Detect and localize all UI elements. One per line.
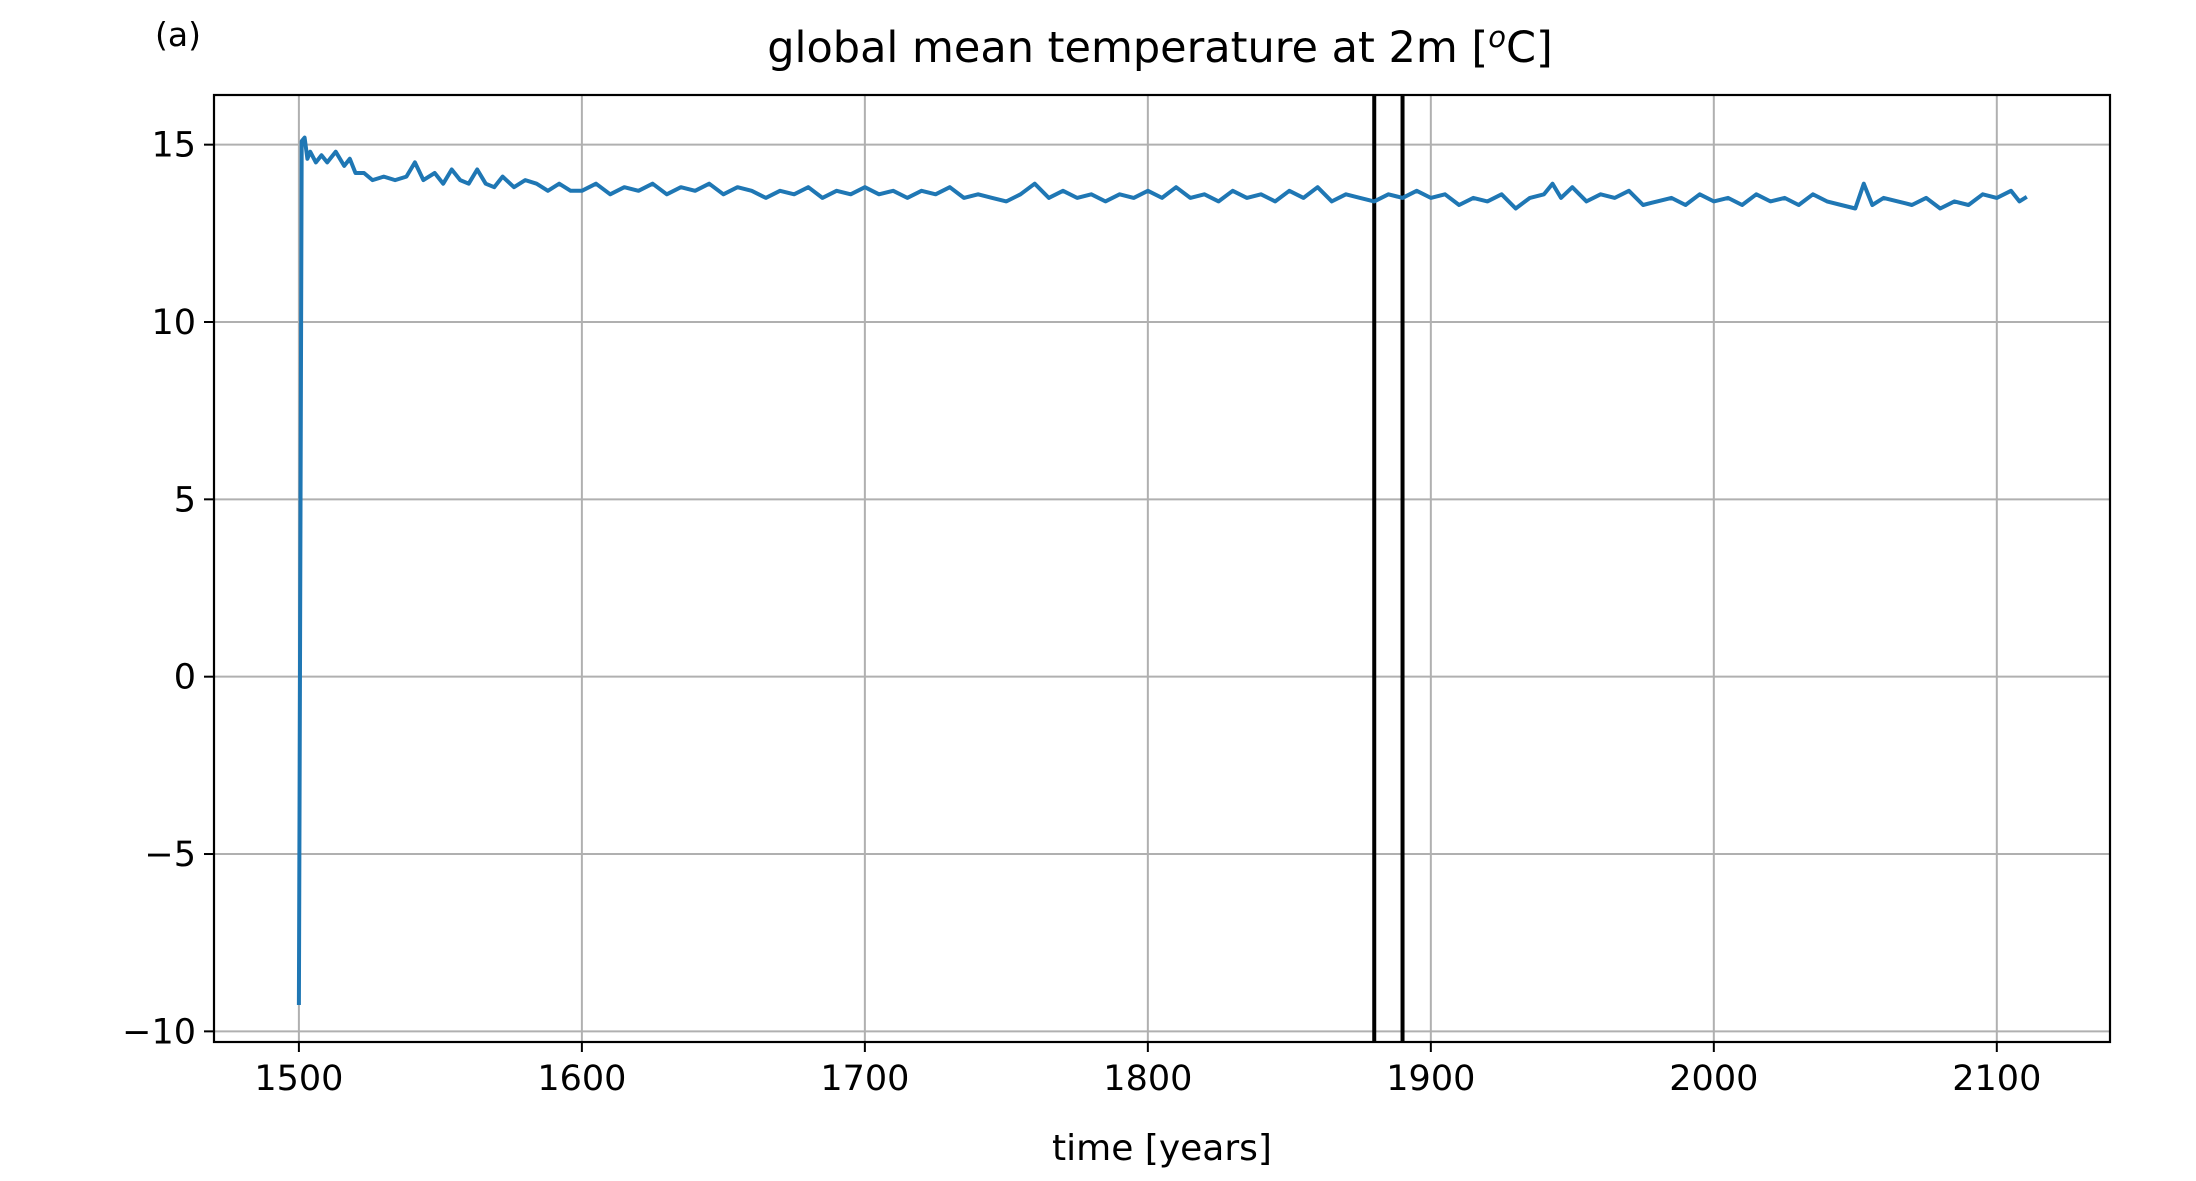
x-tick-label: 1900 [1386, 1059, 1475, 1099]
y-axis-ticks: −10 −5 0 5 10 15 [122, 126, 214, 1052]
x-tick-label: 2000 [1669, 1059, 1758, 1099]
panel-label: (a) [155, 15, 201, 54]
x-tick-label: 2100 [1952, 1059, 2041, 1099]
x-tick-label: 1700 [820, 1059, 909, 1099]
reference-lines [1372, 95, 1405, 1042]
chart-title: global mean temperature at 2m [oC] [767, 20, 1553, 73]
x-tick-label: 1800 [1103, 1059, 1192, 1099]
y-tick-label: 0 [174, 658, 196, 698]
grid [214, 95, 2110, 1042]
y-tick-label: −10 [122, 1012, 196, 1052]
y-tick-label: −5 [144, 835, 196, 875]
series-layer [296, 135, 2028, 1006]
y-tick-label: 5 [174, 480, 196, 520]
x-axis-ticks: 1500 1600 1700 1800 1900 2000 2100 [254, 1042, 2041, 1099]
y-tick-label: 15 [151, 126, 196, 166]
temperature-series-line [296, 135, 2028, 1006]
x-axis-label: time [years] [1052, 1128, 1272, 1169]
x-tick-label: 1500 [254, 1059, 343, 1099]
plot-frame [212, 93, 2112, 1044]
y-tick-label: 10 [151, 303, 196, 343]
x-tick-label: 1600 [537, 1059, 626, 1099]
